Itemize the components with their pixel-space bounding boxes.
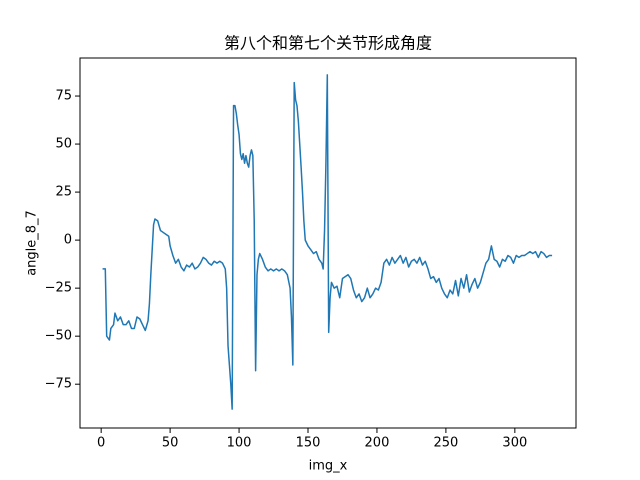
chart-title: 第八个和第七个关节形成角度 [224,34,432,53]
x-tick-label: 50 [162,436,179,451]
y-axis-label: angle_8_7 [25,210,40,276]
y-tick-label: −50 [45,329,72,344]
data-line [102,74,553,410]
y-tick-label: 25 [55,185,72,200]
y-tick-label: −75 [45,377,72,392]
axes-frame [79,57,577,429]
x-tick-label: 0 [97,436,105,451]
x-tick-label: 300 [502,436,527,451]
x-tick-label: 100 [227,436,252,451]
y-tick-label: 50 [55,137,72,152]
x-tick-label: 150 [296,436,321,451]
x-tick-label: 200 [365,436,390,451]
y-tick-label: 75 [55,89,72,104]
x-tick-label: 250 [433,436,458,451]
y-tick-label: −25 [45,281,72,296]
y-tick-label: 0 [64,233,72,248]
x-axis-label: img_x [309,459,348,474]
